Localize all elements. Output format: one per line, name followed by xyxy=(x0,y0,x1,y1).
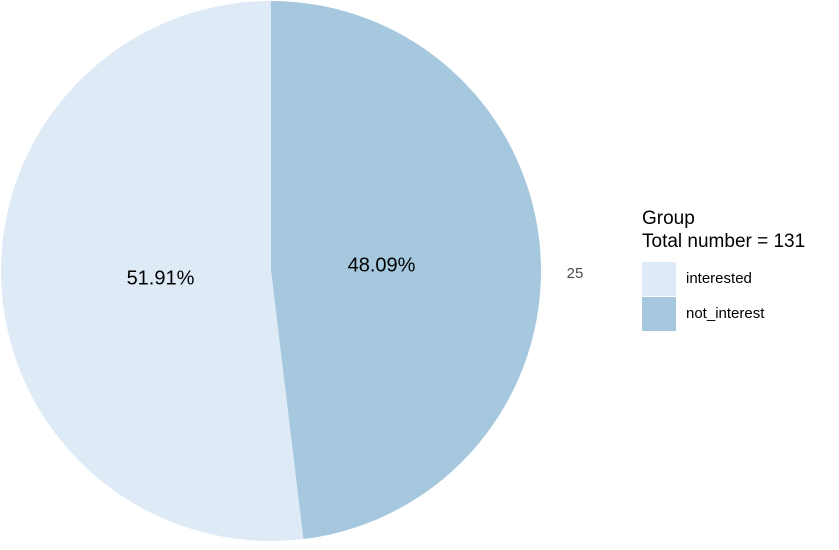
legend-title-total: Total number = 131 xyxy=(642,231,806,252)
legend-item-not-interest: not_interest xyxy=(642,296,839,331)
legend-title-group: Group xyxy=(642,208,695,229)
pie-slices xyxy=(0,1,541,541)
legend: Group Total number = 131 interested not_… xyxy=(642,207,839,331)
pie-slice-not-interest xyxy=(271,1,541,540)
pie-slice-labels: 48.09% 51.91% xyxy=(127,254,416,289)
legend-items: interested not_interest xyxy=(642,261,839,331)
legend-item-interested: interested xyxy=(642,261,839,296)
axis-tick-label: 25 xyxy=(567,265,584,282)
legend-label-not-interest: not_interest xyxy=(686,305,765,322)
legend-title: Group Total number = 131 xyxy=(642,207,839,253)
legend-key-interested xyxy=(642,261,676,296)
pie-slice-interested xyxy=(0,1,304,541)
slice-label-interested: 51.91% xyxy=(127,268,195,290)
legend-key-not-interest xyxy=(642,296,676,331)
legend-label-interested: interested xyxy=(686,270,752,287)
slice-label-not-interest: 48.09% xyxy=(348,254,416,276)
